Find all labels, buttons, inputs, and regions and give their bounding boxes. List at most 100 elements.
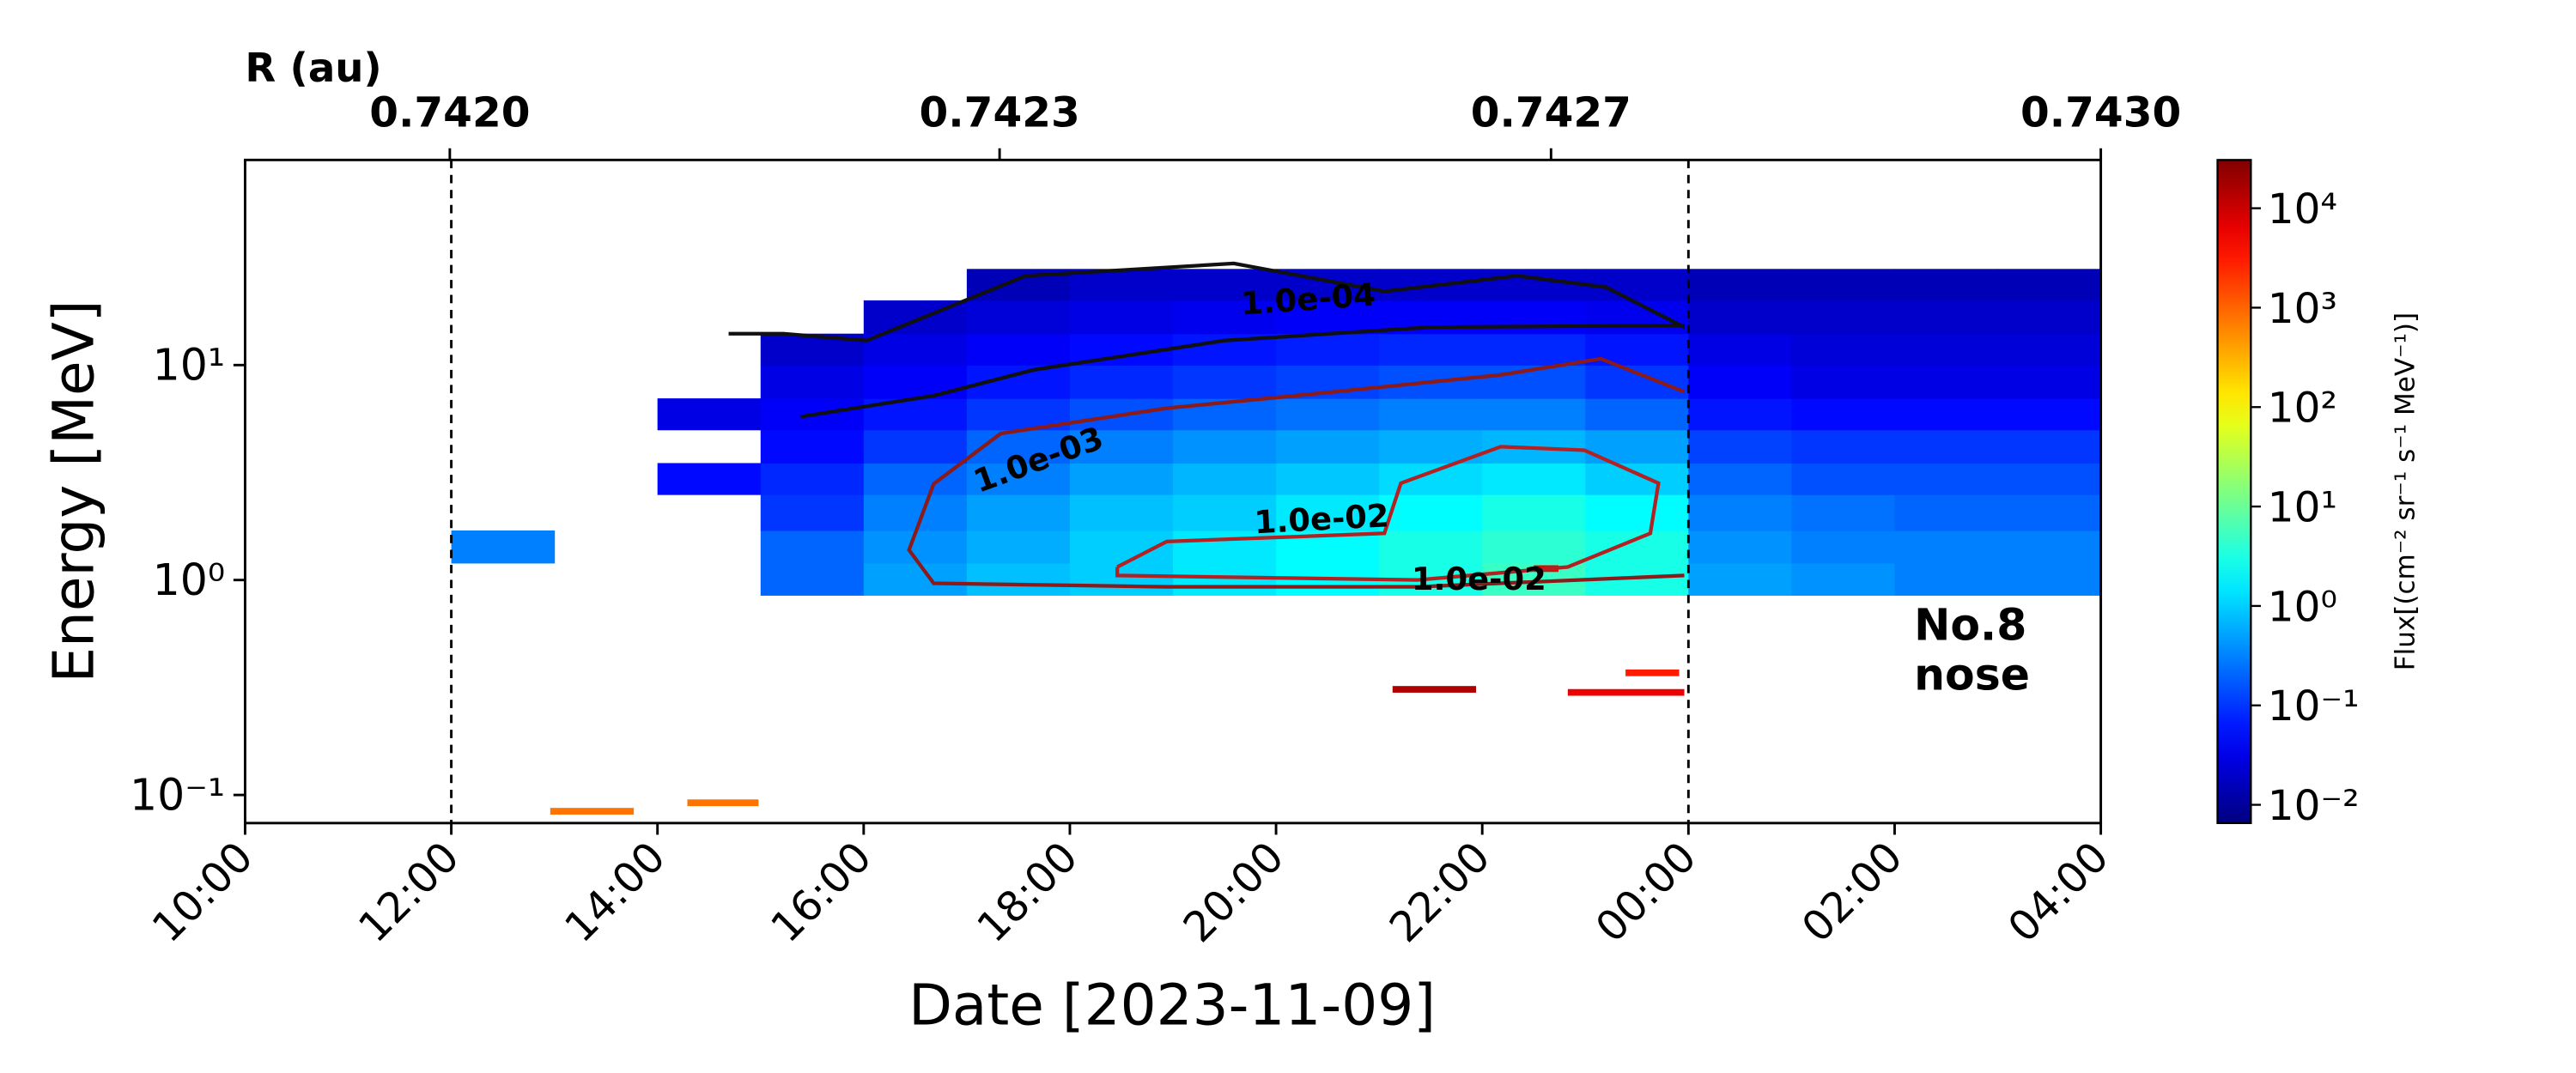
heatmap-cell (863, 333, 968, 366)
colorbar-tick-label: 10⁴ (2268, 185, 2337, 233)
heatmap-cell (863, 429, 968, 464)
heatmap-cell (1069, 300, 1174, 335)
colorbar-tick-label: 10⁰ (2268, 583, 2337, 631)
heatmap-cell (1482, 269, 1586, 301)
heatmap-cell (1997, 530, 2102, 564)
heatmap-cell (1688, 429, 1792, 464)
top-axis-label: R (au) (245, 45, 381, 91)
heatmap-cell (1585, 269, 1689, 301)
heatmap-cell (1173, 429, 1277, 464)
contour-line (907, 356, 1686, 589)
colorbar-tick-label: 10⁻¹ (2268, 682, 2360, 730)
heatmap-cell (760, 530, 865, 564)
y-axis-label: Energy [MeV] (41, 300, 107, 683)
heatmap-cell (1894, 300, 1999, 335)
contour-label: 1.0e-02 (1254, 497, 1390, 541)
heatmap-cell (1069, 562, 1174, 596)
heatmap-cell (1276, 333, 1380, 366)
heatmap-cell (1585, 463, 1689, 495)
colorbar-tick-label: 10⁻² (2268, 782, 2360, 830)
heatmap-cells (451, 269, 2102, 596)
heatmap-cell (1069, 463, 1174, 495)
heatmap-cell (657, 463, 762, 495)
contour-line (1115, 445, 1661, 582)
heatmap-cell (1379, 530, 1483, 564)
heatmap-cell (1791, 365, 1896, 399)
colorbar-tick-label: 10³ (2268, 285, 2337, 333)
heatmap-cell (1997, 269, 2102, 301)
heatmap-cell (863, 562, 968, 596)
heatmap-cell (1688, 463, 1792, 495)
x-tick-label: 20:00 (1175, 833, 1293, 951)
heatmap-cell (1688, 269, 1792, 301)
heatmap-cell (1482, 333, 1586, 366)
heatmap-cell (1276, 300, 1380, 335)
x-tick-label: 10:00 (143, 833, 262, 951)
heatmap-cell (1688, 530, 1792, 564)
heatmap-cell (1585, 365, 1689, 399)
heatmap-cell (1997, 429, 2102, 464)
heatmap-cell (1791, 300, 1896, 335)
heatmap-cell (1482, 463, 1586, 495)
heatmap-cell (1173, 300, 1277, 335)
heatmap-cell (451, 530, 556, 564)
heatmap-cell (966, 494, 1071, 531)
heatmap-cell (760, 494, 865, 531)
heatmap-cell (1379, 333, 1483, 366)
heatmap-cell (1894, 530, 1999, 564)
y-tick-label: 10⁻¹ (130, 770, 225, 821)
x-tick-label: 14:00 (556, 833, 674, 951)
heatmap-cell (1379, 398, 1483, 431)
x-axis-label: Date [2023-11-09] (908, 973, 1436, 1039)
top-tick-label: 0.7430 (2020, 89, 2181, 137)
heatmap-cell (966, 530, 1071, 564)
heatmap-cell (1997, 398, 2102, 431)
heatmap-cell (863, 463, 968, 495)
heatmap-cell (1585, 300, 1689, 335)
heatmap-cell (1688, 333, 1792, 366)
heatmap-cell (1997, 365, 2102, 399)
low-energy-patch (1567, 688, 1685, 696)
heatmap-cell (1069, 494, 1174, 531)
heatmap-cell (1173, 365, 1277, 399)
heatmap-cell (1585, 494, 1689, 531)
heatmap-cell (966, 463, 1071, 495)
x-tick-label: 00:00 (1587, 833, 1705, 951)
heatmap-cell (1688, 300, 1792, 335)
heatmap-cell (966, 333, 1071, 366)
heatmap-cell (1069, 429, 1174, 464)
heatmap-cell (1482, 300, 1586, 335)
heatmap-cell (863, 494, 968, 531)
heatmap-cell (1379, 463, 1483, 495)
heatmap-cell (1069, 269, 1174, 301)
y-tick-label: 10¹ (153, 340, 225, 391)
heatmap-cell (1894, 365, 1999, 399)
plot-frame (243, 158, 2103, 825)
top-tick-label: 0.7427 (1471, 89, 1631, 137)
x-tick-label: 02:00 (1793, 833, 1911, 951)
heatmap-cell (1997, 333, 2102, 366)
heatmap-cell (1585, 530, 1689, 564)
heatmap-cell (1276, 398, 1380, 431)
low-energy-patch (1625, 669, 1680, 676)
heatmap-cell (1791, 398, 1896, 431)
heatmap-cell (760, 463, 865, 495)
top-tick-label: 0.7420 (369, 89, 530, 137)
heatmap-cell (1894, 429, 1999, 464)
x-tick-label: 16:00 (762, 833, 880, 951)
heatmap-cell (1688, 494, 1792, 531)
low-energy-patch (550, 808, 635, 815)
heatmap-cell (760, 365, 865, 399)
heatmap-cell (1482, 398, 1586, 431)
heatmap-cell (1894, 494, 1999, 531)
heatmap-cell (1688, 562, 1792, 596)
heatmap-cell (1173, 269, 1277, 301)
heatmap-cell (966, 300, 1071, 335)
heatmap-cell (1688, 365, 1792, 399)
contour-line (728, 261, 1686, 419)
contour-label: 1.0e-02 (1412, 561, 1546, 597)
heatmap-cell (657, 398, 762, 431)
heatmap-cell (1791, 429, 1896, 464)
heatmap-cell (1894, 562, 1999, 596)
